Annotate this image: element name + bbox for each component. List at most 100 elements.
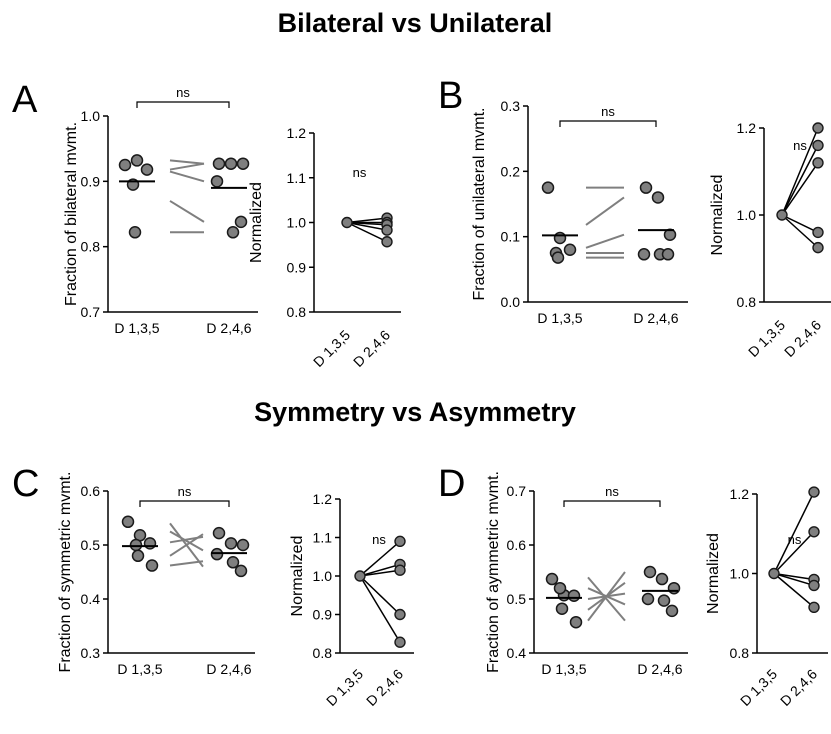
norm-data-point — [808, 601, 820, 613]
norm-baseline-point — [354, 570, 366, 582]
norm-baseline-point — [776, 209, 788, 221]
x-tick-label: D 1,3,5 — [117, 661, 162, 677]
norm-pair-line — [359, 563, 401, 577]
x-tick-label: D 1,3,5 — [114, 320, 159, 336]
norm-significance-label: ns — [372, 532, 386, 547]
y-tick-label: 0.6 — [81, 483, 101, 499]
norm-y-axis-label: Normalized — [248, 182, 265, 263]
data-point — [236, 157, 250, 170]
significance-label: ns — [605, 484, 619, 499]
x-tick-label: D 2,4,6 — [206, 661, 251, 677]
norm-x-tick-label: D 1,3,5 — [745, 317, 788, 360]
norm-pair-line — [773, 572, 815, 587]
norm-y-tick-label: 0.8 — [730, 645, 750, 661]
y-tick-label: 0.2 — [501, 163, 521, 179]
significance-bracket — [559, 120, 657, 127]
pair-line — [169, 159, 205, 165]
x-tick-label: D 2,4,6 — [637, 661, 682, 677]
y-tick-label: 0.0 — [501, 294, 521, 310]
significance-bracket — [139, 500, 230, 507]
y-tick-label: 0.4 — [507, 645, 527, 661]
norm-y-tick-label: 0.9 — [313, 607, 333, 623]
y-tick-label: 1.0 — [81, 108, 101, 124]
norm-data-point — [812, 139, 824, 152]
data-point — [651, 191, 665, 204]
norm-data-point — [394, 608, 406, 621]
norm-x-tick-label: D 2,4,6 — [781, 317, 824, 360]
significance-bracket — [563, 500, 661, 507]
data-point — [643, 565, 657, 579]
norm-data-point — [812, 241, 824, 254]
norm-data-point — [808, 526, 820, 538]
norm-x-tick-label: D 2,4,6 — [363, 666, 406, 709]
data-point — [641, 592, 655, 606]
norm-y-tick-label: 1.2 — [737, 120, 757, 136]
pair-line — [169, 533, 204, 557]
data-point — [129, 538, 143, 552]
data-point — [551, 251, 565, 264]
norm-y-axis-label: Normalized — [705, 533, 722, 614]
norm-baseline-point — [768, 567, 780, 580]
title-symmetry-vs-asymmetry: Symmetry vs Asymmetry — [254, 397, 576, 427]
norm-pair-line — [346, 221, 388, 231]
norm-pair-line — [781, 214, 819, 249]
norm-y-tick-label: 1.0 — [730, 566, 750, 582]
data-point — [234, 564, 248, 578]
data-point — [224, 157, 238, 170]
norm-data-point — [812, 226, 824, 239]
data-point — [553, 231, 567, 245]
data-point — [637, 248, 651, 261]
norm-significance-label: ns — [353, 165, 367, 180]
title-bilateral-vs-unilateral: Bilateral vs Unilateral — [278, 8, 553, 38]
norm-pair-line — [346, 221, 388, 243]
norm-y-tick-label: 1.1 — [287, 170, 307, 186]
pair-line — [587, 576, 626, 622]
x-tick-label: D 2,4,6 — [633, 310, 678, 326]
norm-x-tick-label: D 2,4,6 — [777, 666, 820, 709]
data-point — [210, 547, 224, 561]
data-point — [553, 581, 567, 595]
x-tick-label: D 1,3,5 — [537, 310, 582, 326]
norm-pair-line — [359, 540, 401, 577]
data-point — [145, 559, 159, 572]
data-point — [661, 248, 675, 261]
norm-significance-label: ns — [788, 532, 802, 547]
pair-line — [585, 233, 625, 249]
y-axis-label: Fraction of symmetric mvmt. — [57, 472, 74, 673]
norm-x-tick-label: D 1,3,5 — [737, 666, 780, 709]
norm-pair-line — [773, 572, 815, 581]
significance-label: ns — [178, 484, 192, 499]
panel-letter-a: A — [12, 79, 38, 121]
data-point — [130, 154, 144, 167]
norm-y-tick-label: 1.2 — [313, 491, 333, 507]
norm-x-tick-label: D 1,3,5 — [310, 327, 353, 370]
norm-data-point — [812, 122, 824, 134]
norm-significance-label: ns — [793, 138, 807, 153]
pair-line — [169, 530, 204, 552]
pair-line — [169, 560, 204, 567]
y-tick-label: 0.3 — [81, 645, 101, 661]
norm-y-axis-label: Normalized — [289, 536, 306, 617]
data-point — [131, 549, 145, 563]
norm-data-point — [808, 486, 820, 498]
norm-pair-line — [781, 214, 819, 234]
norm-y-tick-label: 1.0 — [313, 568, 333, 584]
data-point — [569, 615, 583, 629]
data-point — [657, 594, 671, 607]
y-tick-label: 0.8 — [81, 239, 101, 255]
data-point — [545, 572, 559, 586]
norm-data-point — [381, 224, 393, 236]
data-point — [665, 604, 679, 618]
data-point — [563, 243, 577, 256]
data-point — [140, 163, 154, 176]
pair-line — [587, 571, 626, 622]
norm-pair-line — [773, 491, 815, 574]
panel-letter-d: D — [438, 463, 465, 505]
norm-data-point — [394, 564, 406, 576]
norm-y-tick-label: 0.8 — [287, 304, 307, 320]
norm-y-tick-label: 1.1 — [313, 530, 333, 546]
norm-data-point — [394, 636, 406, 648]
